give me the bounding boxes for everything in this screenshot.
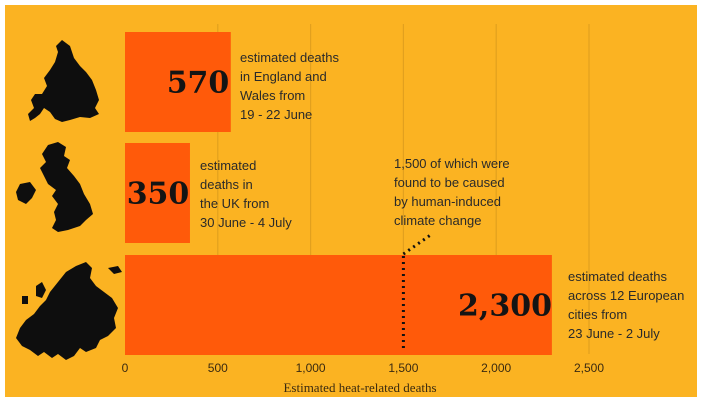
- bar-value-label: 570: [167, 66, 230, 101]
- europe-map-icon: [16, 262, 122, 360]
- bar-note: estimated deaths across 12 European cities…: [568, 269, 684, 341]
- bar-note: estimated deaths in the UK from 30 June - 4…: [200, 158, 292, 230]
- bar-350: [125, 143, 190, 243]
- x-tick-label: 2,000: [481, 361, 511, 375]
- x-tick-label: 1,000: [296, 361, 326, 375]
- england-wales-map-icon: [28, 40, 99, 122]
- x-axis-title: Estimated heat-related deaths: [283, 380, 436, 395]
- bar-2,300: [125, 255, 552, 355]
- x-axis-ticks: 0 500 1,000 1,500 2,000 2,500: [122, 361, 605, 375]
- x-tick-label: 1,500: [388, 361, 418, 375]
- region-icons: [16, 40, 122, 360]
- x-tick-label: 0: [122, 361, 129, 375]
- bars: 570 estimated deaths in England and Wales f…: [125, 32, 684, 355]
- bar-value-label: 2,300: [458, 289, 552, 324]
- x-tick-label: 500: [208, 361, 228, 375]
- x-tick-label: 2,500: [574, 361, 604, 375]
- bar-note: estimated deaths in England and Wales from…: [240, 50, 340, 122]
- annotation: 1,500 of which were found to be caused by …: [394, 156, 510, 352]
- uk-map-icon: [16, 142, 93, 232]
- annotation-text: 1,500 of which were found to be caused by …: [394, 156, 510, 228]
- bar-570: [125, 32, 231, 132]
- bar-value-label: 350: [127, 177, 190, 212]
